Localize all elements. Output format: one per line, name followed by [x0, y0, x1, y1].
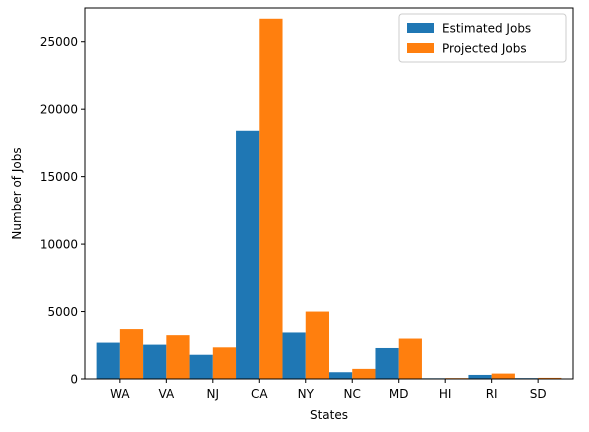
bar-projected-jobs-sd — [538, 377, 562, 379]
bar-estimated-jobs-ri — [468, 374, 492, 379]
bar-estimated-jobs-ny — [282, 332, 306, 379]
legend: Estimated Jobs Projected Jobs — [398, 13, 567, 63]
legend-swatch — [407, 23, 434, 33]
bar-projected-jobs-ny — [305, 311, 329, 379]
x-tick-label: RI — [486, 387, 498, 401]
legend-label: Estimated Jobs — [442, 22, 531, 36]
x-tick-label: NC — [344, 387, 361, 401]
y-axis-label: Number of Jobs — [10, 147, 24, 239]
bars-group — [96, 18, 562, 379]
x-tick-label: HI — [439, 387, 452, 401]
x-tick-label: VA — [159, 387, 175, 401]
bar-estimated-jobs-va — [143, 344, 167, 379]
y-axis: 0 5000 10000 15000 20000 25000 — [40, 35, 85, 387]
plot-frame — [84, 7, 574, 380]
x-tick-label: NY — [298, 387, 315, 401]
bar-projected-jobs-va — [166, 335, 190, 379]
x-axis: WA VA NJ CA NY NC MD HI RI SD — [110, 379, 547, 401]
legend-label: Projected Jobs — [442, 42, 527, 56]
legend-box — [398, 13, 567, 63]
bar-projected-jobs-ri — [491, 373, 515, 379]
bar-estimated-jobs-ca — [236, 130, 260, 379]
bar-estimated-jobs-nc — [329, 372, 353, 379]
y-tick-label: 0 — [70, 373, 78, 387]
bar-estimated-jobs-md — [375, 347, 399, 379]
bar-projected-jobs-nc — [352, 368, 376, 379]
x-tick-label: NJ — [207, 387, 220, 401]
x-tick-label: MD — [389, 387, 409, 401]
bar-estimated-jobs-nj — [189, 354, 213, 379]
legend-swatch — [407, 43, 434, 53]
bar-projected-jobs-ca — [259, 18, 283, 379]
bar-projected-jobs-md — [398, 338, 422, 379]
bar-estimated-jobs-wa — [96, 342, 120, 379]
bar-projected-jobs-nj — [212, 347, 237, 379]
x-axis-label: States — [310, 408, 348, 422]
y-tick-label: 5000 — [47, 305, 78, 319]
x-tick-label: WA — [110, 387, 130, 401]
y-tick-label: 20000 — [40, 103, 78, 117]
y-tick-label: 25000 — [40, 35, 78, 49]
x-tick-label: SD — [530, 387, 547, 401]
x-tick-label: CA — [251, 387, 268, 401]
bar-projected-jobs-wa — [119, 329, 144, 379]
y-tick-label: 15000 — [40, 170, 78, 184]
y-tick-label: 10000 — [40, 238, 78, 252]
